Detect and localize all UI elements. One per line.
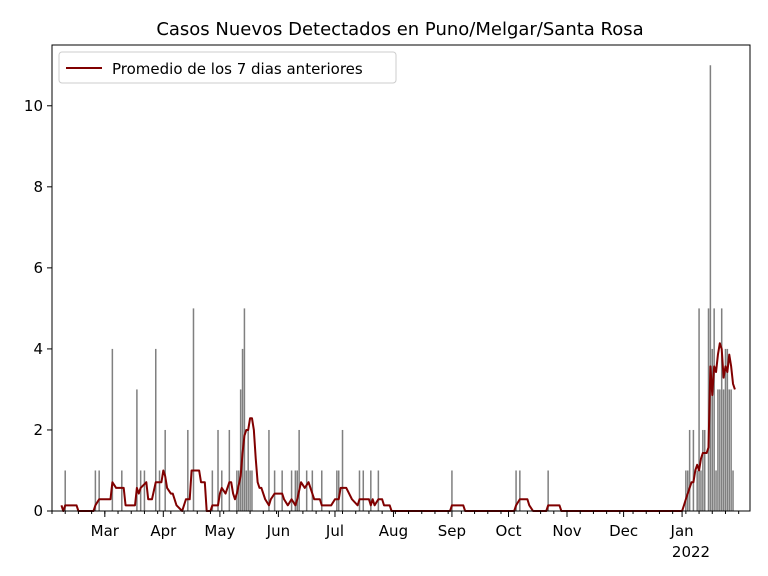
y-tick-label: 8 xyxy=(33,178,43,196)
bar xyxy=(238,470,240,511)
bar xyxy=(268,429,270,511)
line-path xyxy=(60,342,736,512)
bar xyxy=(281,470,283,511)
bar xyxy=(726,348,729,511)
bar xyxy=(98,470,100,511)
bar xyxy=(362,470,365,511)
x-tick-label: Dec xyxy=(609,522,638,540)
chart-title: Casos Nuevos Detectados en Puno/Melgar/S… xyxy=(156,19,643,40)
bar xyxy=(296,470,298,511)
x-tick-label: Jul xyxy=(325,522,344,540)
y-tick-label: 4 xyxy=(33,340,43,358)
bar xyxy=(720,308,723,511)
bar xyxy=(732,470,734,511)
legend-box xyxy=(58,51,397,84)
bar xyxy=(211,470,214,511)
bar xyxy=(377,470,380,511)
bar xyxy=(717,389,719,511)
bar xyxy=(724,348,727,511)
bar xyxy=(294,470,297,511)
bar xyxy=(702,429,704,511)
bar xyxy=(243,308,246,511)
bar xyxy=(298,429,300,511)
bar xyxy=(341,429,344,511)
x-axis: Mar Apr May Jun Jul Aug Sep Oct Nov Dec Jan xyxy=(51,511,740,540)
bar xyxy=(94,470,97,511)
x-tick-label: Apr xyxy=(150,522,177,540)
bar xyxy=(685,470,687,511)
bar xyxy=(321,470,323,511)
bar xyxy=(728,389,730,511)
bar xyxy=(722,389,725,511)
bar xyxy=(696,470,698,511)
bar xyxy=(241,348,244,511)
y-axis: 0 2 4 6 8 10 xyxy=(24,97,52,520)
bar xyxy=(164,429,166,511)
bar xyxy=(336,470,338,511)
bar xyxy=(143,470,146,511)
bar xyxy=(713,308,715,511)
bar xyxy=(121,470,123,511)
bar xyxy=(547,470,549,511)
bar xyxy=(709,65,712,511)
bar xyxy=(451,470,453,511)
x-tick-label: Oct xyxy=(496,522,522,540)
bar xyxy=(136,389,138,511)
bar xyxy=(715,470,717,511)
bar xyxy=(370,470,372,511)
bar xyxy=(730,389,732,511)
bar xyxy=(251,470,253,511)
bar xyxy=(711,348,714,511)
bar xyxy=(228,429,231,511)
bar xyxy=(187,429,189,511)
x-tick-label: Aug xyxy=(379,522,408,540)
x-tick-label: Mar xyxy=(91,522,120,540)
bar xyxy=(273,470,276,511)
x-tick-label: May xyxy=(204,522,235,540)
year-label: 2022 xyxy=(672,543,710,561)
y-tick-label: 6 xyxy=(33,259,43,277)
bar xyxy=(515,470,517,511)
bar xyxy=(703,429,706,511)
x-tick-label: Nov xyxy=(552,522,581,540)
bar xyxy=(692,429,695,511)
bar xyxy=(239,389,242,511)
legend-label: Promedio de los 7 dias anteriores xyxy=(112,60,363,78)
bar xyxy=(698,308,700,511)
y-tick-label: 2 xyxy=(33,421,43,439)
bar xyxy=(305,470,308,511)
x-tick-label: Jun xyxy=(266,522,290,540)
bar xyxy=(249,470,251,511)
bar xyxy=(217,429,219,511)
bar xyxy=(719,389,721,511)
bar xyxy=(158,470,161,511)
line-series xyxy=(60,342,736,512)
bar xyxy=(155,348,157,511)
bar xyxy=(247,429,249,511)
bar xyxy=(337,470,340,511)
bar xyxy=(64,470,66,511)
bar xyxy=(358,470,361,511)
plot-frame xyxy=(51,44,751,512)
bar xyxy=(192,308,195,511)
legend: Promedio de los 7 dias anteriores xyxy=(58,51,397,84)
bar xyxy=(290,470,293,511)
bar xyxy=(519,470,521,511)
x-tick-label: Sep xyxy=(438,522,466,540)
bar xyxy=(700,470,702,511)
y-tick-label: 0 xyxy=(33,502,43,520)
y-tick-label: 10 xyxy=(24,97,43,115)
bar xyxy=(245,470,248,511)
bar xyxy=(111,348,114,511)
x-tick-label: Jan xyxy=(670,522,694,540)
bar xyxy=(688,429,691,511)
